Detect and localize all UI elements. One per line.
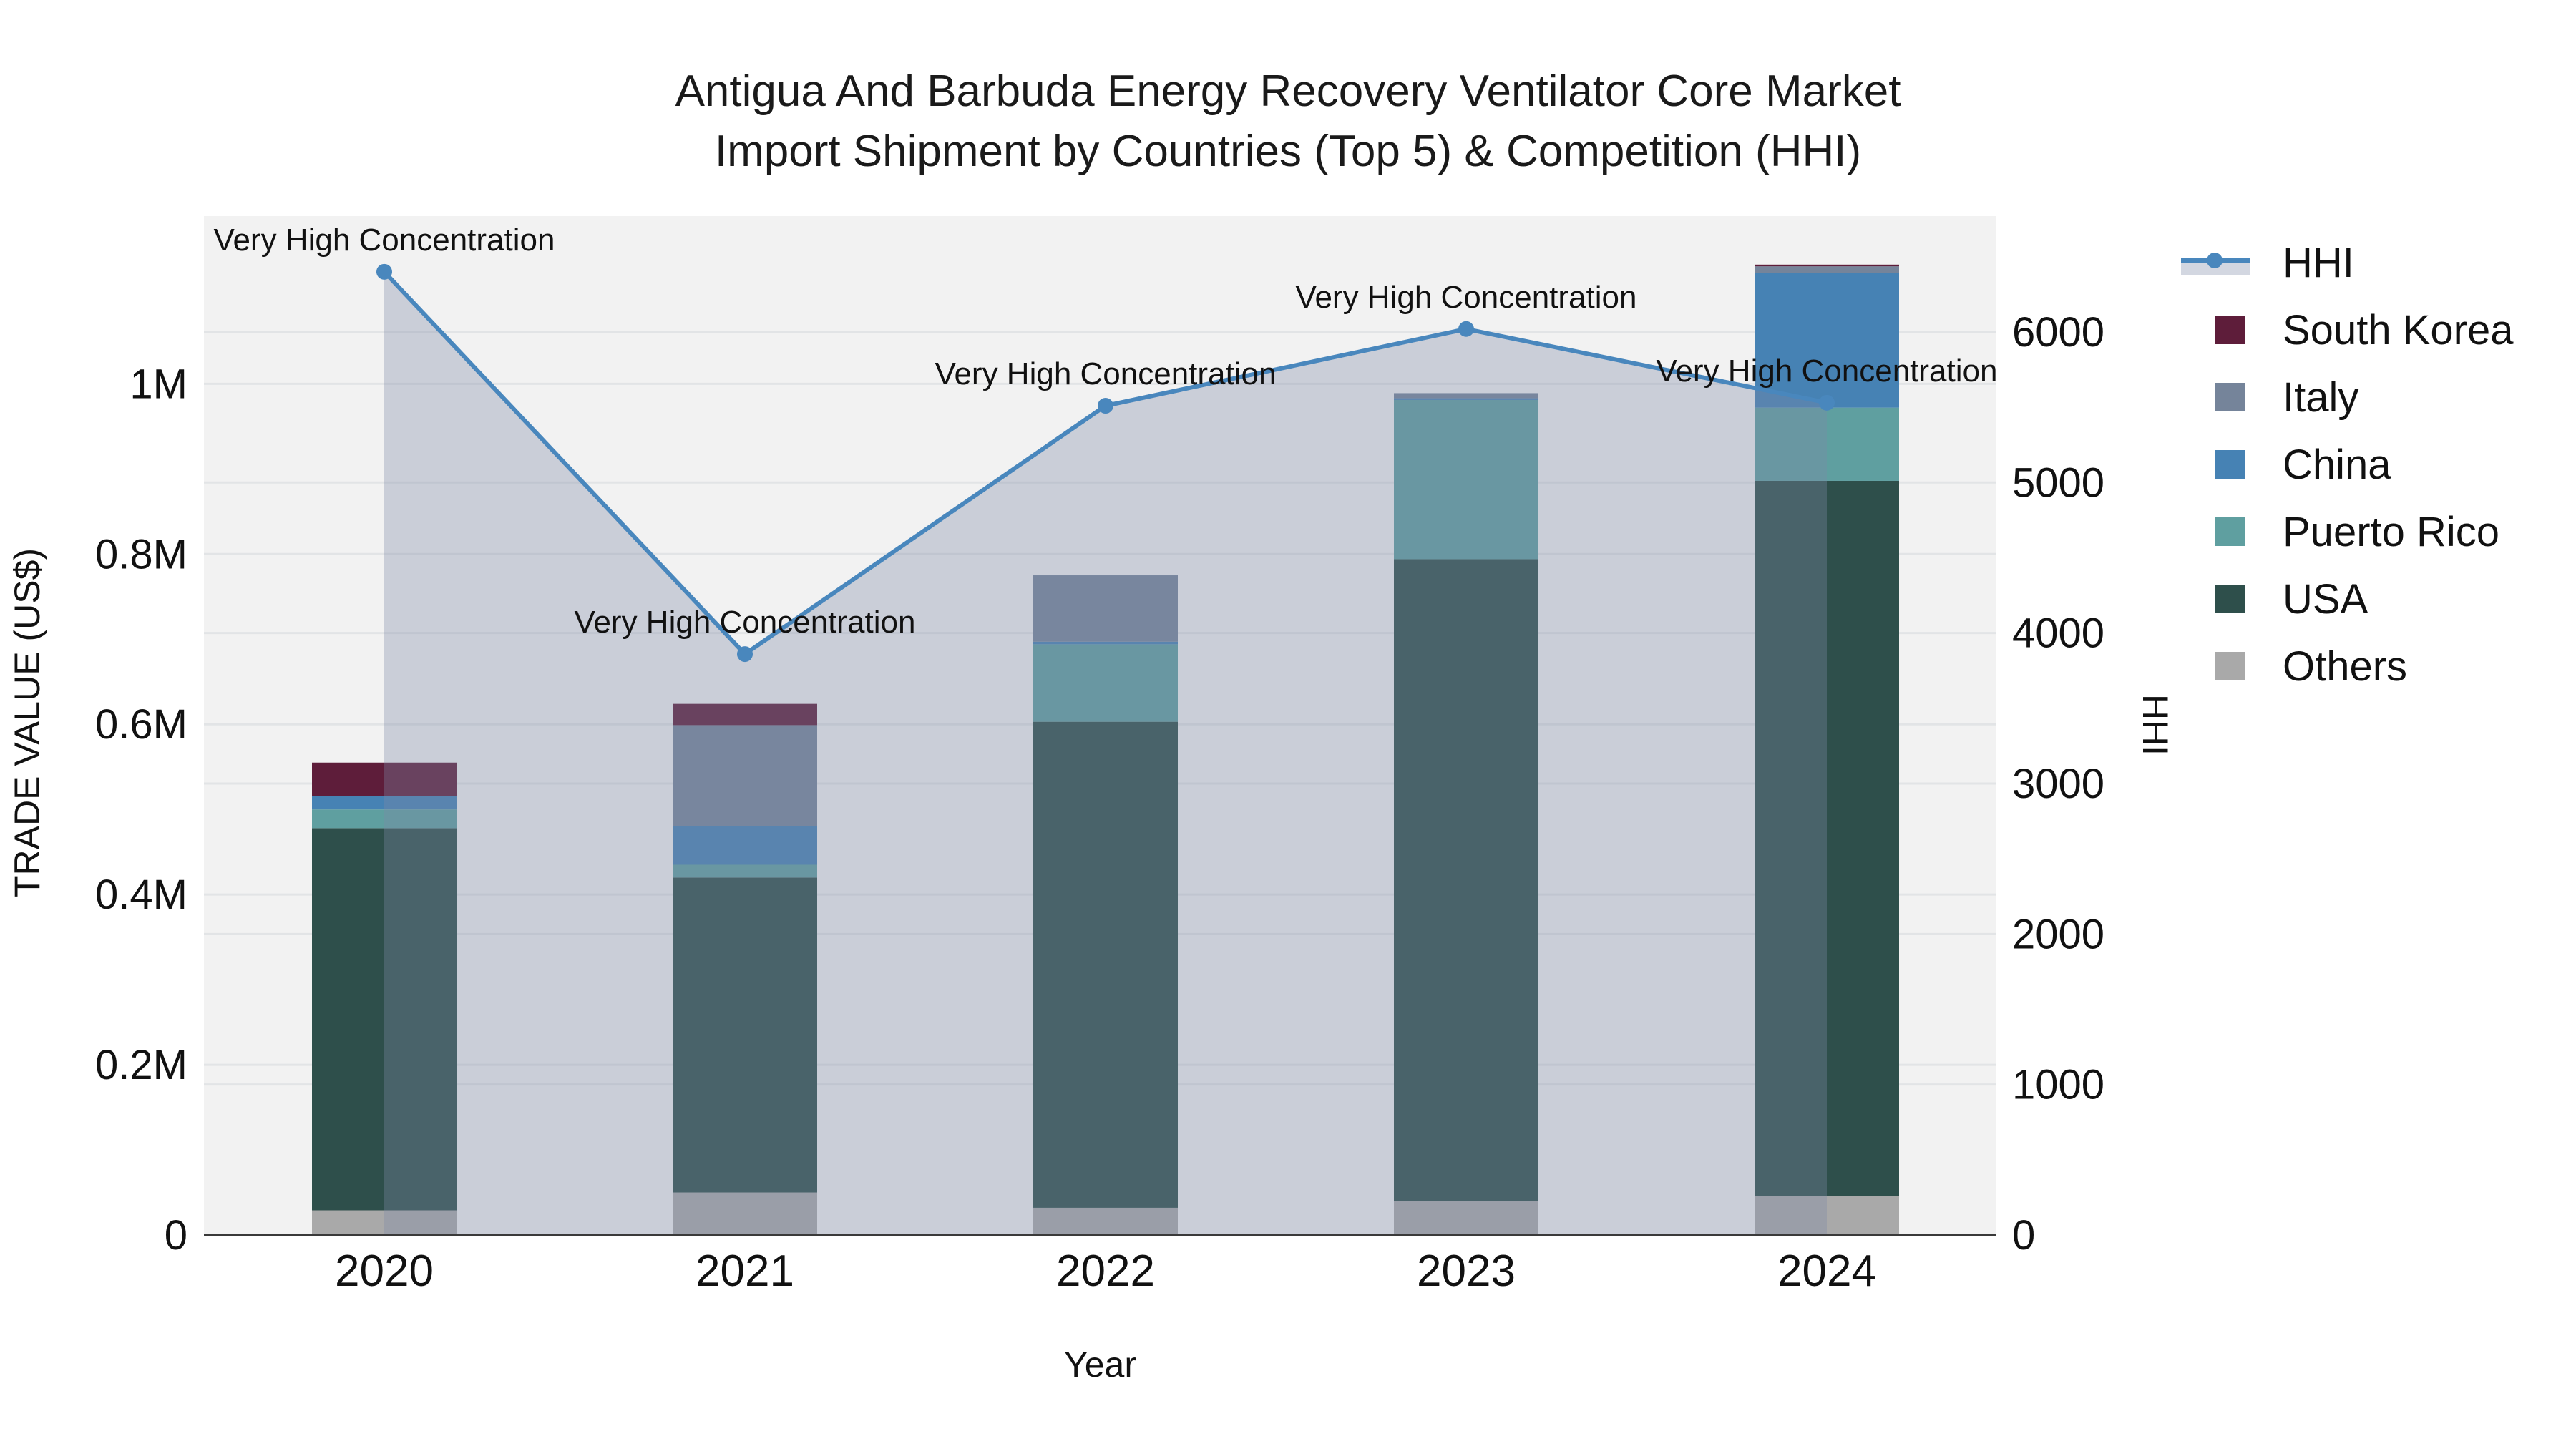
bar-segment-usa-2023 [1394, 559, 1538, 1201]
left-axis-tick-label: 1M [130, 361, 187, 407]
right-axis-tick-label: 5000 [2012, 459, 2104, 506]
legend-item-italy: Italy [2175, 364, 2513, 431]
bar-segment-puerto-rico-2020 [312, 809, 457, 829]
bar-segment-others-2022 [1033, 1207, 1178, 1235]
bar-segment-puerto-rico-2021 [673, 864, 817, 878]
bar-segment-usa-2020 [312, 828, 457, 1211]
legend: HHI South Korea Italy China Puerto Rico … [2175, 229, 2513, 700]
left-axis-tick-label: 0 [165, 1212, 187, 1259]
others-swatch-icon [2175, 649, 2283, 683]
bar-segment-china-2021 [673, 826, 817, 865]
hhi-marker-2021 [737, 646, 753, 663]
south-korea-swatch-icon [2175, 313, 2283, 347]
legend-label: South Korea [2283, 306, 2514, 353]
left-axis-tick-label: 0.8M [95, 531, 187, 577]
hhi-marker-2024 [1819, 394, 1835, 411]
hhi-marker-2023 [1458, 321, 1474, 337]
hhi-area-fill [384, 271, 1827, 1236]
annotation-label-2021: Very High Concentration [575, 605, 916, 640]
legend-label: Others [2283, 643, 2408, 690]
left-axis-tick-label: 0.4M [95, 872, 187, 918]
annotation-label-2020: Very High Concentration [214, 223, 555, 258]
bar-segment-others-2023 [1394, 1201, 1538, 1235]
bar-segment-italy-2023 [1394, 393, 1538, 399]
x-axis-tick-label-2024: 2024 [1777, 1246, 1876, 1296]
legend-item-puerto-rico: Puerto Rico [2175, 498, 2513, 565]
right-axis-tick-label: 0 [2012, 1212, 2035, 1259]
bar-segment-puerto-rico-2023 [1394, 399, 1538, 560]
left-axis-tick-label: 0.6M [95, 701, 187, 748]
legend-item-usa: USA [2175, 565, 2513, 633]
puerto-rico-swatch-icon [2175, 514, 2283, 549]
bar-segment-italy-2022 [1033, 575, 1178, 642]
right-axis-tick-label: 4000 [2012, 610, 2104, 657]
italy-swatch-icon [2175, 380, 2283, 414]
bar-segment-puerto-rico-2024 [1755, 407, 1899, 481]
x-axis-tick-label-2023: 2023 [1417, 1246, 1516, 1296]
bar-segment-china-2023 [1394, 398, 1538, 400]
bar-segment-italy-2024 [1755, 266, 1899, 273]
annotation-label-2022: Very High Concentration [935, 356, 1277, 391]
legend-label: Puerto Rico [2283, 508, 2500, 555]
bar-segment-china-2020 [312, 796, 457, 810]
chart-title-line-2: Import Shipment by Countries (Top 5) & C… [714, 127, 1862, 176]
legend-label: Italy [2283, 374, 2359, 421]
bar-segment-usa-2021 [673, 877, 817, 1193]
bar-segment-south-korea-2020 [312, 762, 457, 796]
legend-item-others: Others [2175, 633, 2513, 700]
bar-segment-south-korea-2021 [673, 703, 817, 726]
bar-segment-usa-2022 [1033, 721, 1178, 1208]
left-axis-title: TRADE VALUE (US$) [7, 548, 47, 897]
legend-item-south-korea: South Korea [2175, 296, 2513, 364]
right-axis-tick-label: 2000 [2012, 911, 2104, 957]
hhi-marker-2022 [1098, 398, 1113, 414]
chart-title-line-1: Antigua And Barbuda Energy Recovery Vent… [675, 67, 1901, 116]
hhi-line-swatch-icon [2175, 245, 2283, 280]
legend-item-hhi: HHI [2175, 229, 2513, 296]
legend-item-china: China [2175, 431, 2513, 498]
legend-label: China [2283, 441, 2391, 488]
right-axis-title: HHI [2135, 694, 2175, 756]
bar-segment-china-2022 [1033, 641, 1178, 645]
legend-label: HHI [2283, 239, 2354, 286]
hhi-marker-2020 [376, 263, 392, 280]
china-swatch-icon [2175, 447, 2283, 482]
legend-label: USA [2283, 575, 2368, 623]
x-axis-tick-label-2021: 2021 [696, 1246, 794, 1296]
annotation-label-2023: Very High Concentration [1296, 280, 1637, 315]
usa-swatch-icon [2175, 582, 2283, 616]
bar-segment-usa-2024 [1755, 480, 1899, 1196]
bar-segment-china-2024 [1755, 273, 1899, 408]
chart-title: Antigua And Barbuda Energy Recovery Vent… [0, 62, 2576, 182]
left-axis-tick-label: 0.2M [95, 1042, 187, 1088]
right-axis-tick-label: 1000 [2012, 1062, 2104, 1108]
bar-segment-others-2021 [673, 1192, 817, 1235]
x-axis-tick-label-2020: 2020 [335, 1246, 434, 1296]
bar-segment-others-2020 [312, 1210, 457, 1235]
bar-segment-italy-2021 [673, 725, 817, 826]
bar-segment-puerto-rico-2022 [1033, 644, 1178, 722]
bar-segment-south-korea-2024 [1755, 264, 1899, 267]
bar-segment-others-2024 [1755, 1196, 1899, 1235]
annotation-label-2024: Very High Concentration [1657, 353, 1998, 389]
x-axis-title: Year [1064, 1345, 1136, 1385]
right-axis-tick-label: 6000 [2012, 309, 2104, 356]
x-axis-tick-label-2022: 2022 [1056, 1246, 1155, 1296]
right-axis-tick-label: 3000 [2012, 761, 2104, 807]
